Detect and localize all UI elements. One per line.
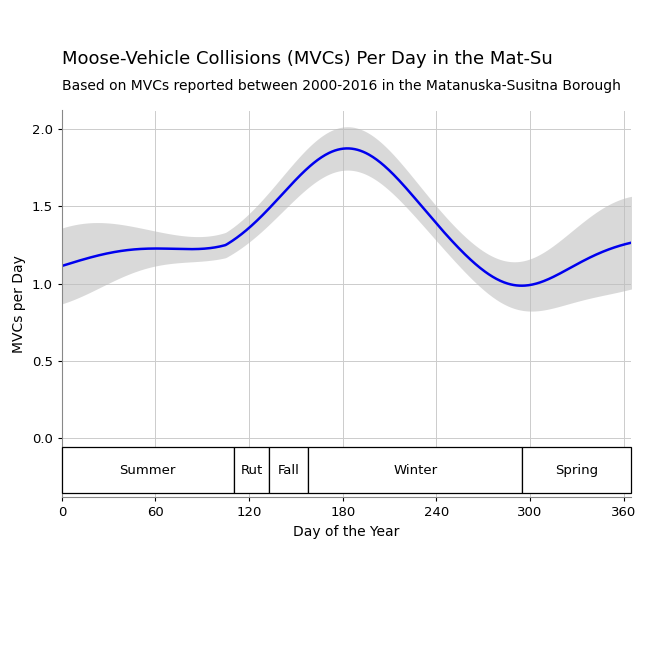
Bar [234, 447, 270, 493]
Text: Rut: Rut [240, 463, 262, 476]
Bar [522, 447, 631, 493]
Bar [309, 447, 522, 493]
Bar [62, 447, 234, 493]
X-axis label: Day of the Year: Day of the Year [294, 525, 400, 539]
Text: Summer: Summer [120, 463, 176, 476]
Text: Moose-Vehicle Collisions (MVCs) Per Day in the Mat-Su: Moose-Vehicle Collisions (MVCs) Per Day … [62, 50, 553, 68]
Y-axis label: MVCs per Day: MVCs per Day [12, 255, 26, 353]
Text: Based on MVCs reported between 2000-2016 in the Matanuska-Susitna Borough: Based on MVCs reported between 2000-2016… [62, 79, 620, 94]
Text: Spring: Spring [555, 463, 598, 476]
Text: Fall: Fall [278, 463, 300, 476]
Text: Winter: Winter [393, 463, 437, 476]
Bar [270, 447, 309, 493]
